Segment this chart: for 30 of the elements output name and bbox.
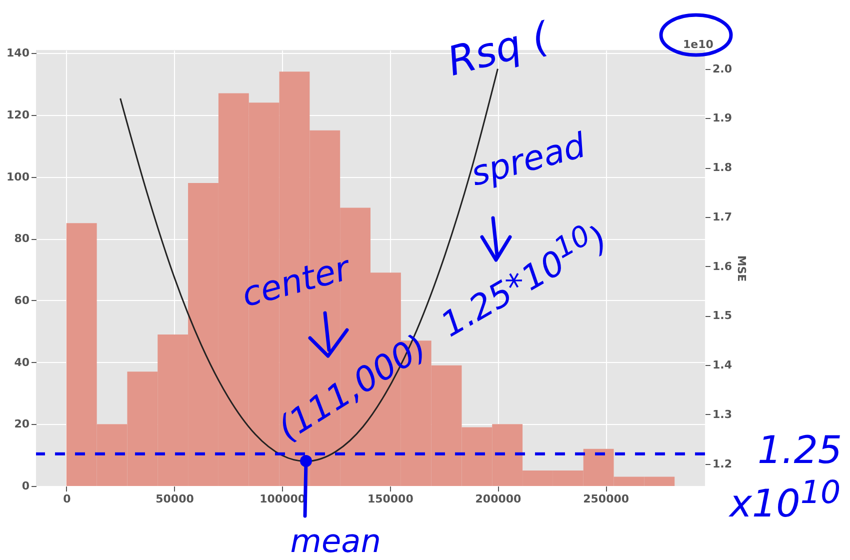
text: 1.25 xyxy=(758,428,842,472)
x-tick-label: 200000 xyxy=(475,492,522,506)
annotation: Rsq ( xyxy=(442,14,554,86)
y2-tick-label: 1.7 xyxy=(712,210,732,224)
y2-tick-label: 1.9 xyxy=(712,112,732,125)
annotation: spread xyxy=(466,126,590,194)
y2-axis-title: MSE xyxy=(734,255,748,282)
y-tick-label: 20 xyxy=(14,418,30,431)
y-tick-label: 100 xyxy=(6,170,30,184)
annotation: mean xyxy=(290,522,382,560)
x-tick-label: 50000 xyxy=(156,492,194,506)
x-tick-label: 250000 xyxy=(583,492,630,506)
y-tick-label: 60 xyxy=(14,294,30,307)
y2-tick-label: 1.6 xyxy=(712,260,732,273)
x-tick-label: 0 xyxy=(63,492,72,506)
y-tick-label: 40 xyxy=(14,356,30,369)
text: 1e10 xyxy=(683,38,714,50)
y-tick-label: 120 xyxy=(6,108,30,122)
annotation: center xyxy=(237,248,354,316)
y2-tick-label: 1.2 xyxy=(712,457,732,470)
y-tick-label: 80 xyxy=(14,232,30,246)
y-tick-label: 0 xyxy=(22,480,30,492)
y2-tick-label: 1.3 xyxy=(712,408,732,421)
text: x10$^{10}$ xyxy=(730,474,841,526)
y2-tick-label: 1.4 xyxy=(712,358,732,372)
y2-tick-label: 1.5 xyxy=(712,309,732,322)
y2-tick-label: 2.0 xyxy=(712,62,732,76)
y-tick-label: 140 xyxy=(6,46,30,60)
y2-tick-label: 1.8 xyxy=(712,161,732,174)
x-tick-label: 150000 xyxy=(367,492,414,506)
